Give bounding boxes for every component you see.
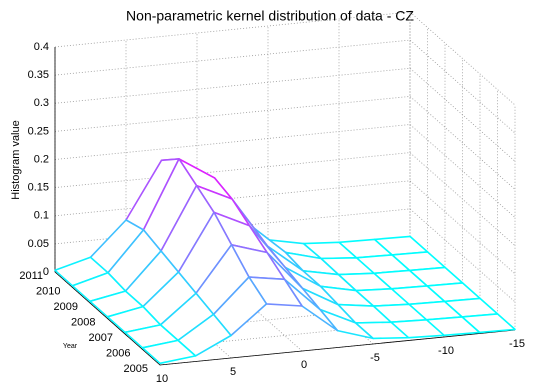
chart-title: Non-parametric kernel distribution of da… <box>126 8 414 24</box>
axis-box <box>54 47 516 366</box>
y-tick-label: 2005 <box>124 363 148 375</box>
z-tick-label: 0.05 <box>28 238 49 250</box>
y-tick-label: 2007 <box>89 332 113 344</box>
x-tick-label: 5 <box>230 366 236 378</box>
z-tick-label: 0.25 <box>28 125 49 137</box>
x-tick-label: 0 <box>301 359 307 371</box>
y-axis-label: Year <box>63 343 78 350</box>
mesh-cell <box>141 339 197 365</box>
z-grid-line <box>54 95 516 190</box>
y-tick-label: 2008 <box>71 316 95 328</box>
z-grid-line <box>54 11 516 106</box>
z-tick-label: 0.15 <box>28 182 49 194</box>
z-tick-label: 0.2 <box>34 153 49 165</box>
y-tick-label: 2010 <box>36 285 60 297</box>
x-tick-label: 10 <box>156 373 168 385</box>
x-tick-label: -15 <box>509 338 525 350</box>
z-grid-line <box>54 39 516 134</box>
z-tick-label: 0.1 <box>34 210 49 222</box>
z-tick-label: 0.4 <box>34 41 49 53</box>
z-tick-label: 0.3 <box>34 97 49 109</box>
z-tick-label: 0.35 <box>28 69 49 81</box>
x-tick-label: -10 <box>438 345 454 357</box>
y-tick-label: 2006 <box>106 347 130 359</box>
y-tick-label: 2009 <box>54 301 78 313</box>
y-tick-label: 2011 <box>19 270 43 282</box>
z-axis-label: Histogram value <box>10 120 22 199</box>
x-tick-label: -5 <box>370 352 380 364</box>
z-tick-label: 0 <box>43 266 49 278</box>
z-grid-line <box>54 124 516 218</box>
z-grid-line <box>54 180 516 275</box>
